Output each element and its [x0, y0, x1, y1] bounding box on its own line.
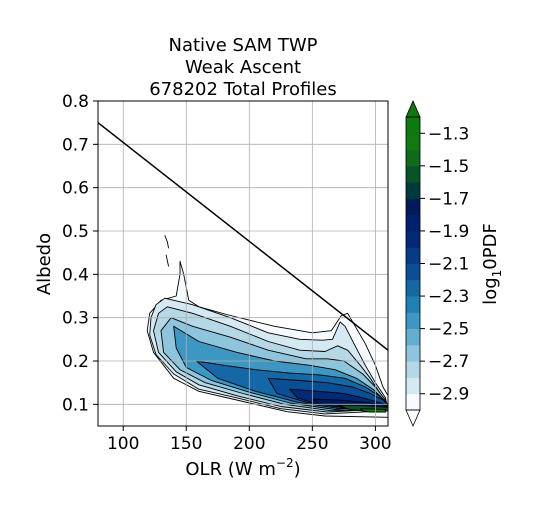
colorbar-segment — [406, 377, 420, 395]
colorbar-tick-label: −1.7 — [428, 189, 469, 209]
colorbar-segment — [406, 214, 420, 232]
x-axis-label-close: ) — [294, 459, 301, 480]
x-tick-label: 300 — [359, 434, 391, 454]
colorbar-segment — [406, 117, 420, 134]
x-axis-label-text: OLR (W m — [185, 459, 276, 480]
x-axis: 100 150 200 250 300 — [107, 426, 392, 454]
colorbar-tick-label: −2.1 — [428, 255, 469, 275]
y-tick-label: 0.7 — [62, 135, 89, 155]
colorbar-segment — [406, 312, 420, 330]
colorbar-extend-bottom — [405, 409, 421, 427]
plot-frame — [97, 100, 389, 427]
y-tick-label: 0.2 — [62, 352, 89, 372]
reference-line — [98, 122, 388, 351]
colorbar-segment — [406, 230, 420, 248]
colorbar-tick-label: −2.5 — [428, 320, 469, 340]
colorbar-tick-label: −2.9 — [428, 385, 469, 405]
colorbar-extend-top — [405, 100, 421, 118]
colorbar-segment — [406, 182, 420, 199]
x-tick-label: 200 — [233, 434, 265, 454]
colorbar-segment — [406, 149, 420, 167]
y-tick-label: 0.6 — [62, 179, 89, 199]
y-tick-label: 0.5 — [62, 222, 89, 242]
grid — [98, 100, 388, 426]
y-tick-label: 0.4 — [62, 265, 89, 285]
colorbar-segment — [406, 344, 420, 362]
colorbar-label: log10PDF — [480, 223, 504, 305]
colorbar-tick-label: −2.3 — [428, 287, 469, 307]
plot-area — [97, 100, 389, 427]
colorbar-label-base: log — [480, 277, 501, 304]
colorbar-segment — [406, 198, 420, 216]
x-tick-label: 100 — [107, 434, 139, 454]
colorbar: −1.3 −1.5 −1.7 −1.9 −2.1 −2.3 −2.5 −2.7 −2.9 — [405, 100, 469, 427]
contour-fills — [146, 235, 388, 418]
colorbar-tick-label: −2.7 — [428, 352, 469, 372]
outlier-contour-2 — [165, 254, 170, 267]
x-axis-label: OLR (W m−2) — [185, 456, 300, 480]
colorbar-segment — [406, 263, 420, 281]
chart-title-line2: Weak Ascent — [185, 57, 301, 78]
colorbar-tick-label: −1.3 — [428, 124, 469, 144]
colorbar-tick-label: −1.9 — [428, 222, 469, 242]
chart-title-line3: 678202 Total Profiles — [149, 79, 337, 100]
x-tick-label: 250 — [296, 434, 328, 454]
colorbar-label-rest: 0PDF — [480, 223, 501, 270]
y-tick-label: 0.3 — [62, 309, 89, 329]
colorbar-segment — [406, 165, 420, 183]
y-axis: 0.1 0.2 0.3 0.4 0.5 0.6 0.7 0.8 — [62, 92, 98, 415]
colorbar-segment — [406, 133, 420, 150]
colorbar-label-subscript: 1 — [490, 270, 504, 278]
colorbar-segment — [406, 393, 420, 411]
outlier-contour-1 — [164, 235, 170, 249]
colorbar-segment — [406, 361, 420, 378]
y-axis-label: Albedo — [34, 233, 55, 295]
y-tick-label: 0.1 — [62, 395, 89, 415]
y-tick-label: 0.8 — [62, 92, 89, 112]
x-tick-label: 150 — [170, 434, 202, 454]
colorbar-segment — [406, 247, 420, 264]
colorbar-tick-label: −1.5 — [428, 157, 469, 177]
colorbar-segment — [406, 279, 420, 297]
x-axis-label-superscript: −2 — [276, 456, 294, 470]
chart-title-line1: Native SAM TWP — [169, 35, 318, 56]
colorbar-segment — [406, 296, 420, 313]
colorbar-segment — [406, 328, 420, 346]
